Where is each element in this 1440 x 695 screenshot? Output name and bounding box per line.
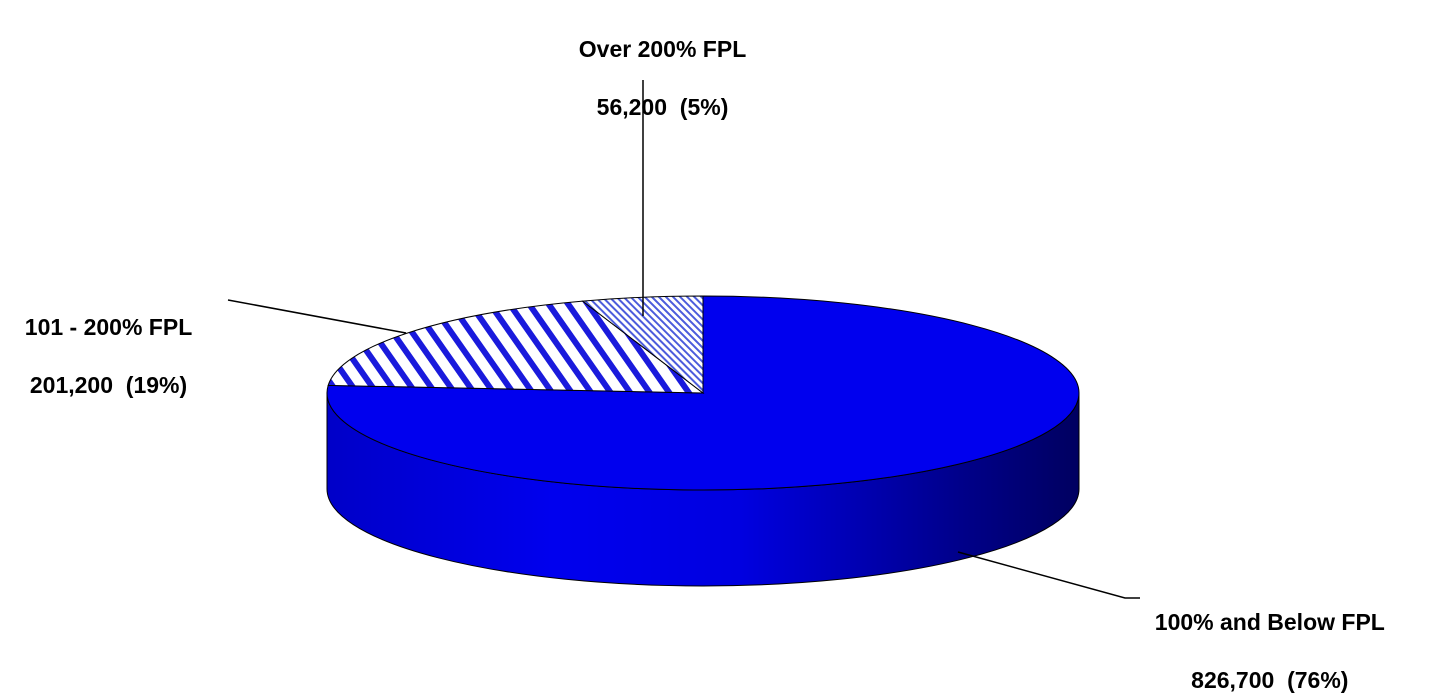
slice-category-label: 101 - 200% FPL — [24, 314, 193, 340]
pie-slice-101-200 — [327, 300, 705, 394]
slice-label-over-200: Over 200% FPL 56,200 (5%) — [566, 6, 746, 122]
pie-slice-over-200 — [581, 295, 704, 395]
pie-slice-100-and-below — [326, 295, 1080, 491]
pie-chart — [227, 80, 1140, 599]
slice-label-101-200: 101 - 200% FPL 201,200 (19%) — [12, 284, 192, 400]
slice-category-label: Over 200% FPL — [578, 36, 747, 62]
leader-line-100-and-below — [957, 551, 1140, 599]
slice-value-label: 201,200 — [29, 372, 114, 398]
slice-percent-label: (5%) — [679, 94, 729, 120]
slice-percent-label: (19%) — [125, 372, 188, 398]
slice-percent-label: (76%) — [1287, 667, 1349, 693]
slice-value-label: 826,700 — [1191, 667, 1275, 693]
slice-category-label: 100% and Below FPL — [1154, 609, 1385, 635]
slice-value-label: 56,200 — [596, 94, 668, 120]
leader-line-101-200 — [227, 299, 407, 334]
slice-label-100-and-below: 100% and Below FPL 826,700 (76%) — [1142, 579, 1385, 695]
